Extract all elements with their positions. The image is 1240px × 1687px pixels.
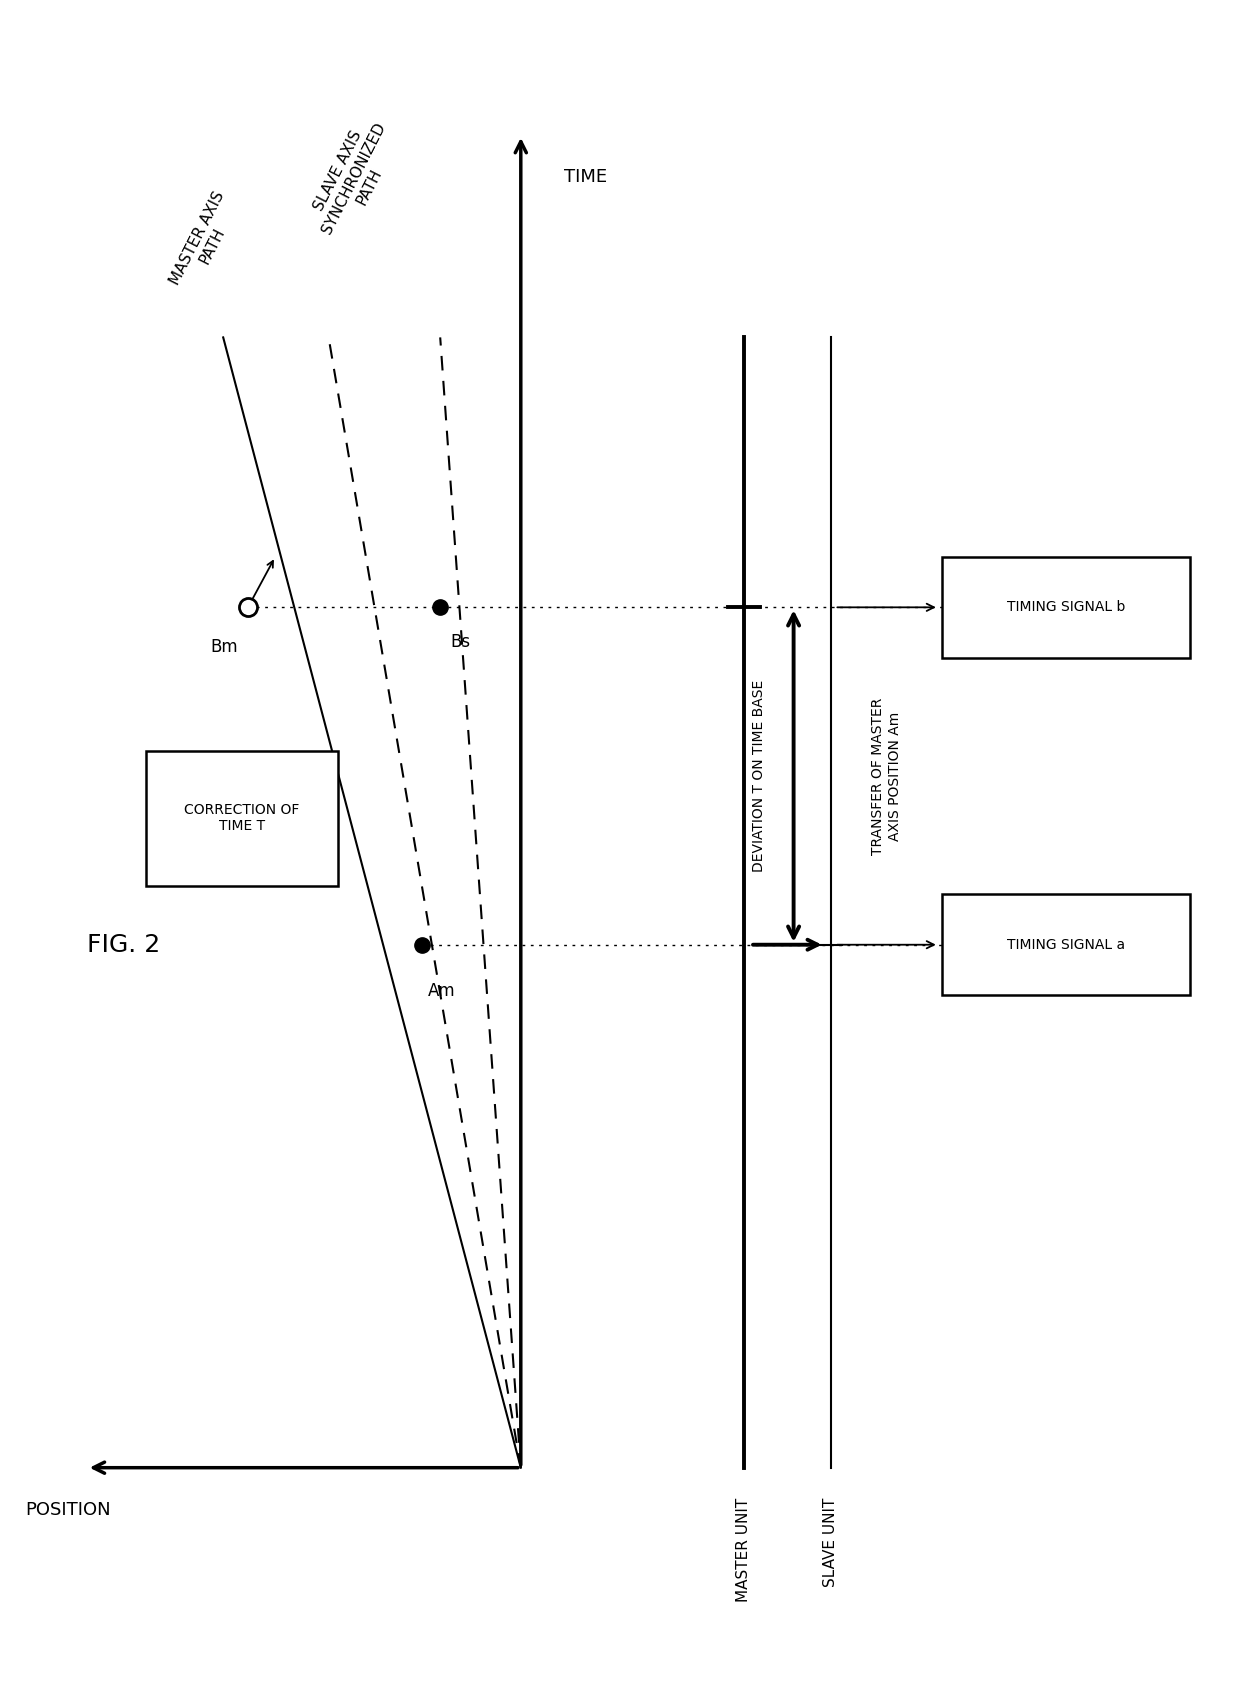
Text: SLAVE UNIT: SLAVE UNIT: [823, 1498, 838, 1587]
Text: Bm: Bm: [211, 638, 238, 656]
Text: POSITION: POSITION: [25, 1501, 112, 1518]
FancyBboxPatch shape: [942, 557, 1190, 658]
Text: MASTER AXIS
PATH: MASTER AXIS PATH: [167, 189, 242, 295]
Text: Am: Am: [428, 982, 455, 1000]
Text: MASTER UNIT: MASTER UNIT: [737, 1498, 751, 1603]
Text: TIMING SIGNAL b: TIMING SIGNAL b: [1007, 601, 1126, 614]
FancyBboxPatch shape: [942, 894, 1190, 995]
Text: Bs: Bs: [450, 633, 470, 651]
Text: DEVIATION T ON TIME BASE: DEVIATION T ON TIME BASE: [753, 680, 766, 872]
Text: TIME: TIME: [564, 169, 608, 186]
Text: TRANSFER OF MASTER
AXIS POSITION Am: TRANSFER OF MASTER AXIS POSITION Am: [872, 697, 901, 855]
FancyBboxPatch shape: [146, 751, 337, 886]
Text: FIG. 2: FIG. 2: [87, 933, 160, 957]
Text: TIMING SIGNAL a: TIMING SIGNAL a: [1007, 938, 1126, 951]
Text: SLAVE AXIS
SYNCHRONIZED
PATH: SLAVE AXIS SYNCHRONIZED PATH: [304, 113, 403, 245]
Text: CORRECTION OF
TIME T: CORRECTION OF TIME T: [184, 803, 300, 833]
